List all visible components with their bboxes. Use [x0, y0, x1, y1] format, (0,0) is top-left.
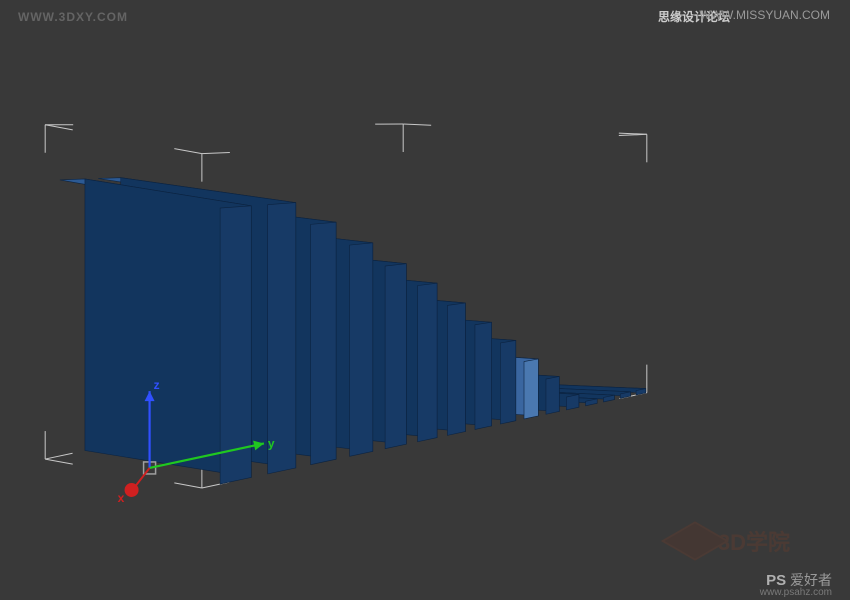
ps-brand-suffix: 爱好者: [790, 572, 832, 588]
logo-3d-school: 3D学院: [676, 522, 790, 560]
scene-svg: z y x: [0, 0, 850, 600]
svg-text:x: x: [118, 491, 125, 505]
svg-text:z: z: [154, 378, 160, 392]
watermark-bottom-right-url: www.psahz.com: [760, 587, 832, 598]
svg-text:y: y: [268, 436, 275, 450]
watermark-top-right-url: WWW.MISSYUAN.COM: [699, 8, 830, 22]
watermark-top-left: WWW.3DXY.COM: [18, 10, 128, 24]
viewport-3d[interactable]: zyx WWW.3DXY.COM 思缘设计论坛 WWW.MISSYUAN.COM…: [0, 0, 850, 600]
